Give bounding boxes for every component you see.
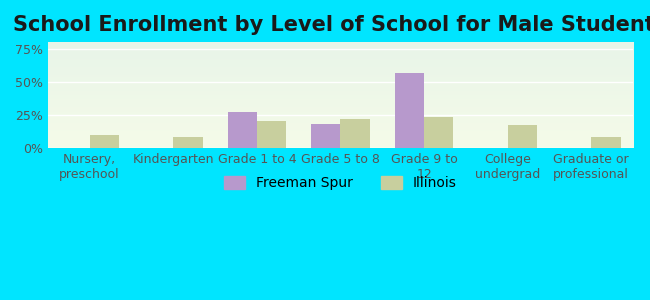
Bar — [395, 73, 424, 148]
Bar — [508, 125, 537, 148]
Title: School Enrollment by Level of School for Male Students: School Enrollment by Level of School for… — [14, 15, 650, 35]
Legend: Freeman Spur, Illinois: Freeman Spur, Illinois — [218, 171, 462, 196]
Bar — [174, 137, 203, 148]
Bar — [227, 112, 257, 148]
Bar — [90, 135, 119, 148]
Bar — [592, 137, 621, 148]
Bar — [424, 117, 453, 148]
Bar — [341, 119, 370, 148]
Bar — [257, 122, 286, 148]
Bar — [311, 124, 341, 148]
